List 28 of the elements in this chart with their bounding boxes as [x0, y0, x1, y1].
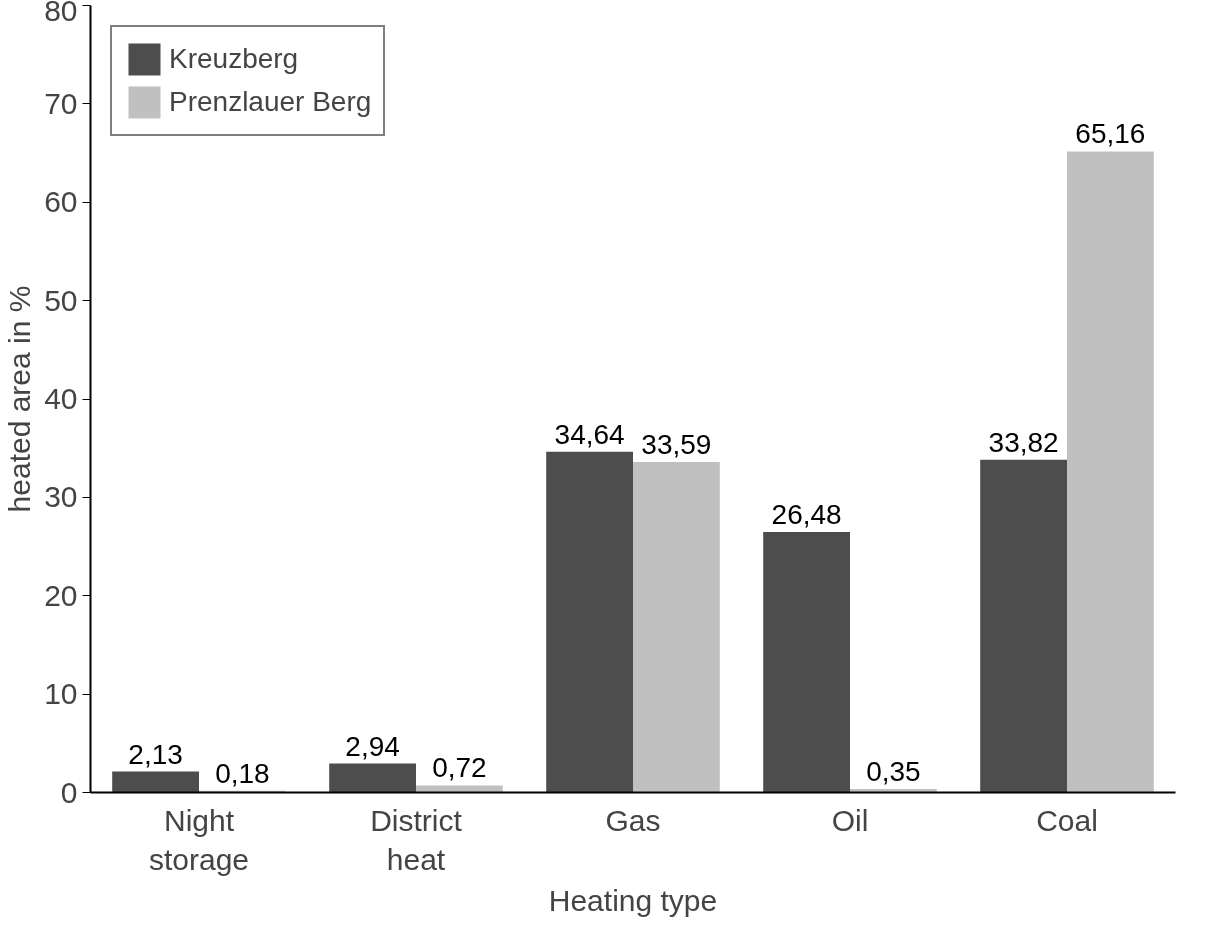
x-tick-label: Gas	[605, 803, 661, 837]
data-label: 0,18	[215, 757, 270, 789]
data-label: 26,48	[771, 499, 842, 530]
x-axis-title: Heating type	[548, 884, 718, 918]
y-tick-label: 60	[44, 185, 78, 219]
x-tick-label: Night storage	[148, 803, 250, 877]
y-tick-label: 70	[44, 86, 78, 120]
y-tick-label: 50	[44, 283, 78, 317]
y-tick-label: 10	[44, 677, 78, 711]
data-label: 65,16	[1075, 118, 1146, 150]
data-label: 33,82	[988, 426, 1059, 458]
y-tick-label: 30	[44, 480, 78, 514]
y-tick-label: 20	[44, 578, 78, 612]
x-tick-label: Coal	[1036, 803, 1098, 837]
legend-label: Kreuzberg	[169, 43, 299, 75]
data-label: 33,59	[641, 429, 712, 461]
y-tick-label: 40	[44, 382, 78, 415]
y-tick-label: 0	[60, 775, 78, 809]
y-axis-title: heated area in %	[3, 285, 37, 513]
data-label: 2,94	[345, 730, 400, 762]
data-label: 34,64	[554, 418, 625, 450]
legend-label: Prenzlauer Berg	[169, 86, 372, 118]
data-label: 0,35	[866, 756, 921, 788]
x-tick-label: District heat	[370, 803, 463, 877]
y-tick-label: 80	[44, 0, 78, 27]
x-tick-label: Oil	[831, 803, 869, 837]
data-label: 0,72	[432, 752, 487, 784]
data-label: 2,13	[128, 738, 183, 770]
